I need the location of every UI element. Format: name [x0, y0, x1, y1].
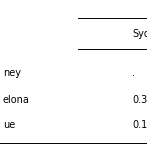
Text: ue: ue	[3, 120, 15, 130]
Text: Sydney: Sydney	[132, 29, 147, 39]
Text: elona: elona	[3, 95, 30, 105]
Text: ney: ney	[3, 69, 21, 78]
Text: 0.175: 0.175	[132, 120, 147, 130]
Text: 0.309: 0.309	[132, 95, 147, 105]
Text: .: .	[132, 69, 135, 78]
